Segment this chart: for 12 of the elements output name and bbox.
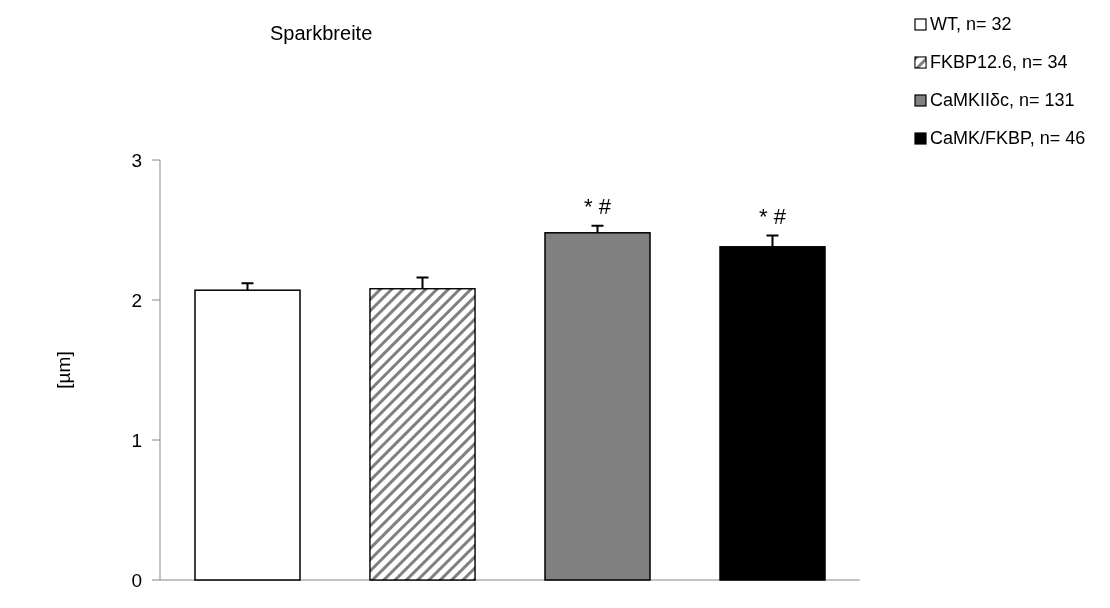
legend-label: FKBP12.6, n= 34 [930, 52, 1068, 72]
y-axis-title: [µm] [53, 351, 74, 389]
y-tick-label: 2 [131, 289, 142, 311]
annotation: * # [759, 203, 787, 229]
legend-label: CaMKIIδc, n= 131 [930, 90, 1075, 110]
y-tick-label: 1 [131, 429, 142, 451]
y-tick-label: 0 [131, 569, 142, 591]
y-tick-label: 3 [131, 149, 142, 171]
legend-label: CaMK/FKBP, n= 46 [930, 128, 1086, 148]
annotation: * # [584, 193, 612, 219]
chart-title: Sparkbreite [270, 22, 373, 44]
legend-label: WT, n= 32 [930, 14, 1012, 34]
